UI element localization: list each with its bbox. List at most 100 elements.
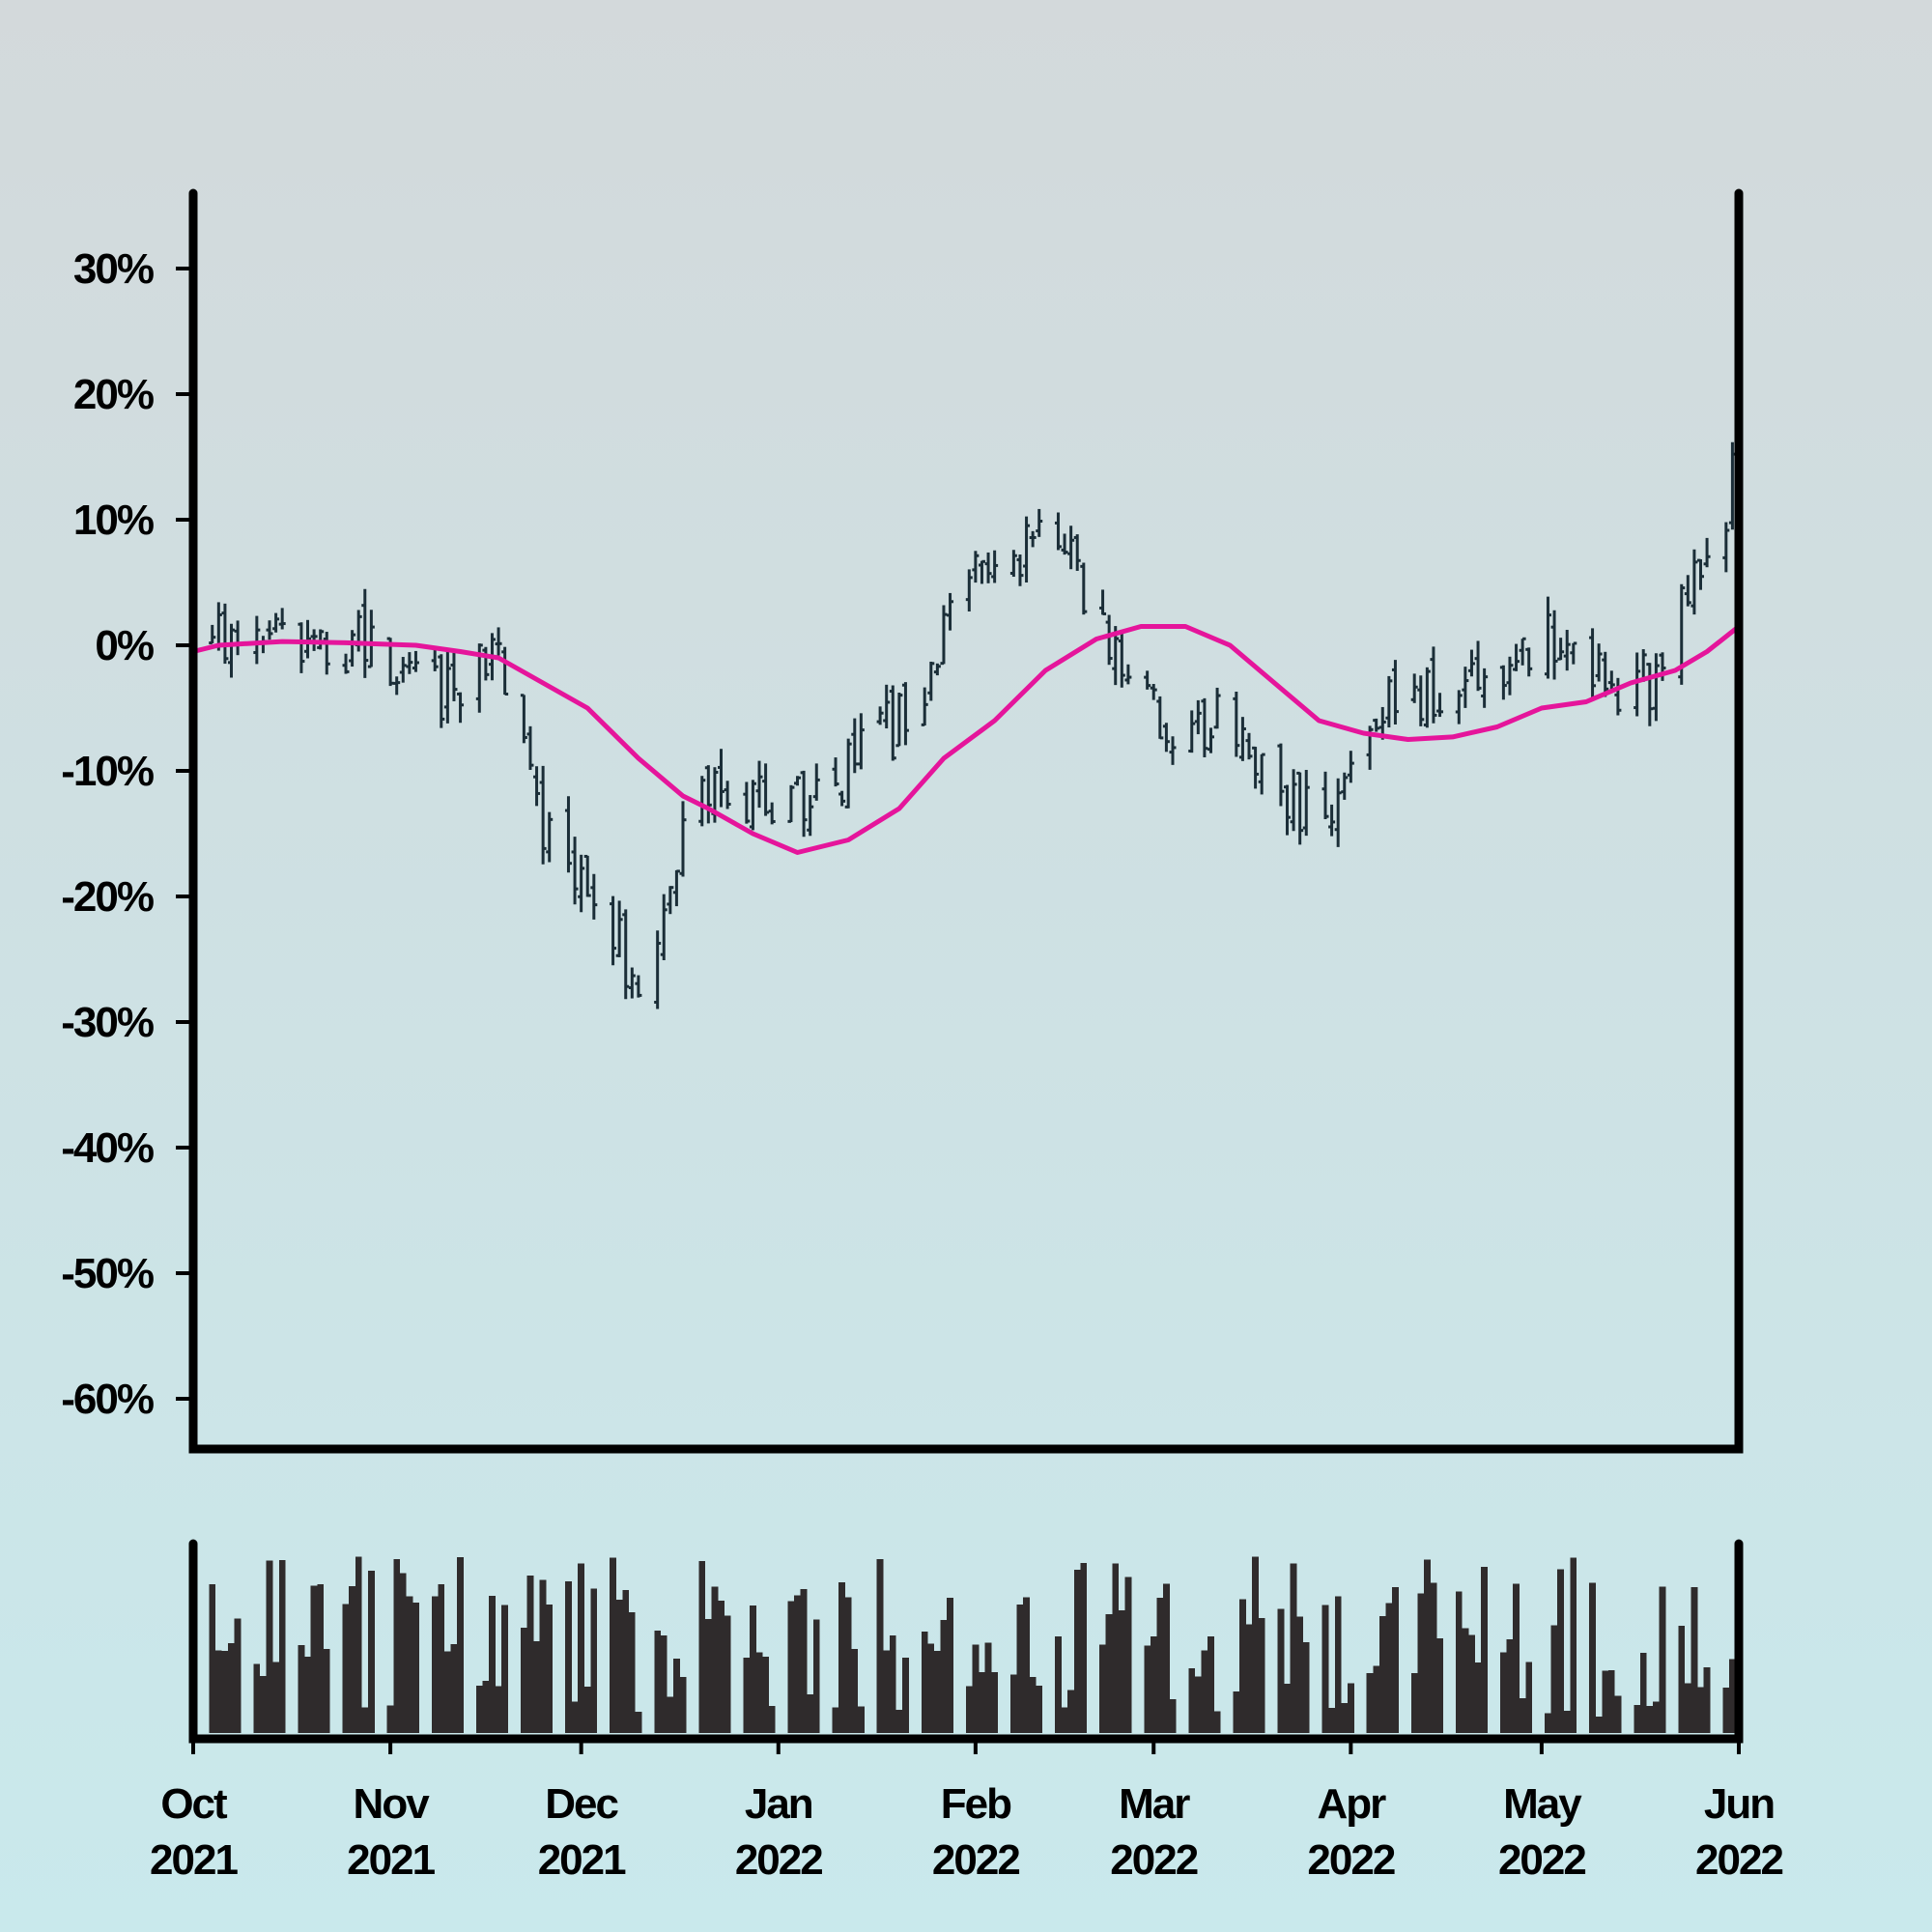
ohlc-bar xyxy=(234,620,242,656)
ohlc-bar xyxy=(1506,656,1514,696)
ohlc-bar xyxy=(1722,522,1730,573)
volume-bar xyxy=(1055,1636,1062,1733)
ohlc-bar xyxy=(794,776,802,786)
x-tick-month: Nov xyxy=(354,1780,431,1828)
ohlc-bar xyxy=(921,687,928,726)
volume-bar xyxy=(698,1560,706,1733)
ohlc-bar xyxy=(1589,628,1597,698)
volume-bar xyxy=(1347,1683,1354,1733)
ohlc-bar xyxy=(1499,665,1507,700)
volume-bar xyxy=(1474,1662,1482,1733)
volume-bar xyxy=(1302,1642,1310,1733)
ohlc-bar xyxy=(1156,696,1164,740)
volume-bar xyxy=(1277,1608,1285,1733)
volume-bar xyxy=(1525,1662,1533,1733)
price-panel: -60% -50% -40% -30% -20% -10% 0% 10% 20% 30% xyxy=(61,188,1744,1454)
volume-bar xyxy=(209,1583,216,1733)
volume-bar xyxy=(635,1712,642,1733)
y-tick-label: 0% xyxy=(95,622,153,669)
volume-bar xyxy=(1570,1557,1577,1733)
volume-bar xyxy=(1188,1668,1196,1733)
ohlc-bar xyxy=(1513,643,1520,671)
ohlc-bar xyxy=(895,692,903,748)
volume-bar xyxy=(1385,1603,1393,1733)
volume-bar xyxy=(889,1634,896,1733)
ohlc-bar xyxy=(1595,643,1603,682)
volume-bar xyxy=(876,1558,884,1733)
ohlc-bar xyxy=(482,646,490,681)
volume-bar xyxy=(768,1706,776,1733)
ohlc-bar xyxy=(1563,630,1571,671)
volume-bar xyxy=(1697,1687,1704,1733)
x-tick-label: Nov 2021 xyxy=(347,1780,435,1884)
volume-bar xyxy=(272,1662,279,1733)
ohlc-series xyxy=(189,441,1743,1009)
volume-bar xyxy=(883,1650,891,1733)
ohlc-bar xyxy=(718,749,725,808)
ohlc-bar xyxy=(755,760,763,809)
ohlc-bar xyxy=(1385,675,1393,728)
ohlc-bar xyxy=(571,837,579,905)
volume-series xyxy=(189,1556,1743,1733)
volume-bar xyxy=(1201,1650,1208,1733)
ohlc-bar xyxy=(1602,651,1609,697)
volume-bar xyxy=(1156,1598,1164,1733)
ohlc-bar xyxy=(1016,554,1024,586)
volume-panel-frame xyxy=(188,1539,1744,1744)
ohlc-bar xyxy=(1391,660,1399,724)
ohlc-bar xyxy=(1634,652,1641,717)
ohlc-bar xyxy=(635,975,642,998)
x-tick-year: 2022 xyxy=(932,1836,1019,1884)
ohlc-bar xyxy=(927,661,935,701)
volume-bar xyxy=(1659,1586,1666,1733)
ohlc-bar xyxy=(762,763,770,816)
ohlc-bar xyxy=(298,622,305,673)
volume-bar xyxy=(704,1619,712,1733)
y-tick-label: 30% xyxy=(73,245,154,293)
volume-bar xyxy=(214,1650,222,1733)
x-tick-label: Jan 2022 xyxy=(735,1780,822,1884)
volume-bar xyxy=(349,1585,356,1733)
volume-bar xyxy=(972,1644,980,1733)
ohlc-bar xyxy=(1238,717,1246,761)
ohlc-bar xyxy=(1347,751,1354,783)
volume-bar xyxy=(1468,1634,1475,1733)
volume-bar xyxy=(1634,1705,1641,1733)
volume-bar xyxy=(933,1651,941,1733)
ohlc-bar xyxy=(1321,771,1329,819)
ohlc-bar xyxy=(933,663,941,676)
ohlc-bar xyxy=(883,684,891,729)
ohlc-bar xyxy=(1436,693,1444,718)
ohlc-bar xyxy=(1328,804,1336,837)
ohlc-bar xyxy=(704,765,712,824)
ohlc-bar xyxy=(672,869,680,907)
ohlc-bar xyxy=(610,895,617,966)
volume-bar xyxy=(1722,1687,1730,1733)
volume-bar xyxy=(406,1596,413,1733)
ohlc-bar xyxy=(1296,771,1304,845)
volume-bar xyxy=(578,1563,585,1733)
ohlc-bar xyxy=(1703,537,1711,568)
x-tick-year: 2021 xyxy=(347,1836,435,1884)
volume-bar xyxy=(1144,1645,1151,1733)
volume-bar xyxy=(1118,1609,1125,1733)
volume-bar xyxy=(1417,1593,1425,1733)
volume-bar xyxy=(367,1570,375,1733)
volume-bar xyxy=(787,1601,795,1733)
ohlc-bar xyxy=(526,725,534,770)
ohlc-bar xyxy=(1080,562,1088,615)
x-tick-month: Dec xyxy=(545,1780,618,1828)
ohlc-bar xyxy=(546,811,554,863)
volume-bar xyxy=(1455,1591,1463,1733)
ohlc-bar xyxy=(520,694,527,744)
x-tick-label: Feb 2022 xyxy=(932,1780,1019,1884)
volume-bar xyxy=(501,1605,509,1733)
ohlc-bar xyxy=(857,713,865,770)
volume-bar xyxy=(266,1560,273,1733)
ohlc-bar xyxy=(1455,690,1463,724)
ohlc-bar xyxy=(564,796,572,873)
ohlc-bar xyxy=(1169,736,1177,765)
volume-bar xyxy=(743,1657,751,1733)
ohlc-bar xyxy=(743,781,751,824)
volume-bar xyxy=(1684,1683,1691,1733)
